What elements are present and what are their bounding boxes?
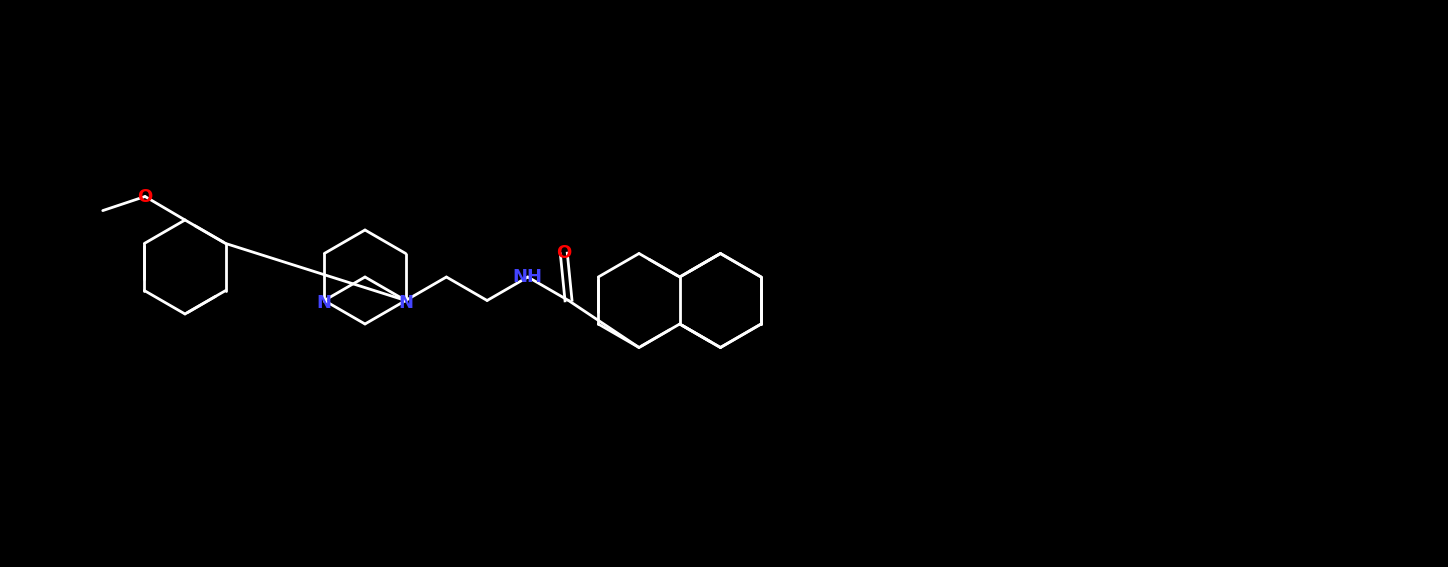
Text: O: O [138, 188, 152, 205]
Text: O: O [556, 244, 572, 263]
Text: N: N [398, 294, 413, 312]
Text: NH: NH [513, 268, 543, 286]
Text: N: N [317, 294, 332, 312]
